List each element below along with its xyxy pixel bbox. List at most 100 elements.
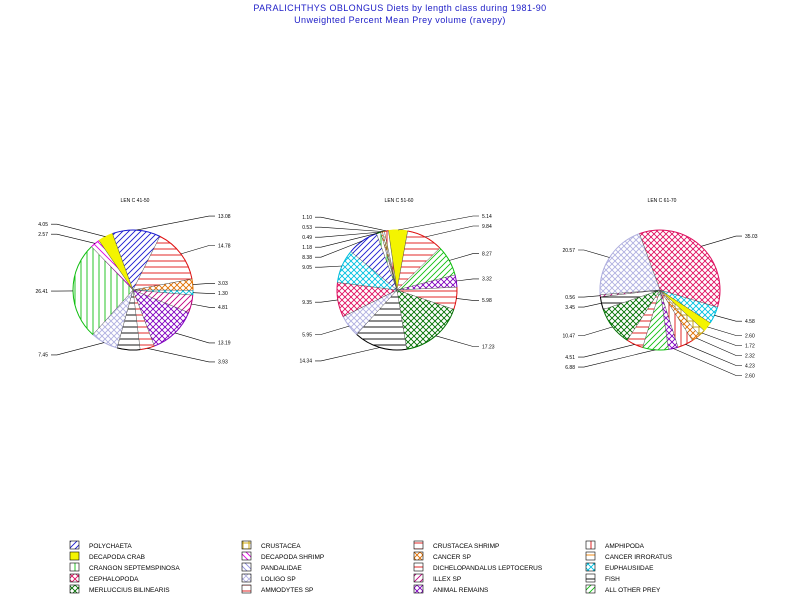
legend-label: CANCER SP bbox=[433, 554, 471, 561]
callout-line bbox=[191, 303, 215, 308]
callout-line bbox=[315, 299, 338, 303]
callout-line bbox=[315, 347, 380, 362]
callout-line bbox=[456, 298, 479, 301]
legend-swatch bbox=[69, 573, 80, 583]
data-label: 5.95 bbox=[302, 332, 312, 338]
data-label: 8.27 bbox=[482, 251, 492, 257]
data-label: 14.78 bbox=[218, 243, 231, 249]
data-label: 3.32 bbox=[482, 277, 492, 283]
callout-line bbox=[192, 292, 215, 294]
legend-swatch bbox=[241, 551, 252, 561]
pie-slice-rim bbox=[639, 229, 721, 308]
pie-slice-rim bbox=[602, 309, 628, 341]
callout-line bbox=[701, 235, 742, 247]
data-label: 2.57 bbox=[38, 232, 48, 238]
callout-line bbox=[714, 315, 742, 322]
legend-item-loligo-sp: LOLIGO SP bbox=[241, 573, 296, 583]
callout-line bbox=[578, 349, 656, 368]
legend-label: CRUSTACEA bbox=[261, 543, 301, 550]
legend-label: EUPHAUSIIDAE bbox=[605, 565, 654, 572]
pie-slice-rim bbox=[642, 346, 669, 351]
pie-slice-rim bbox=[154, 312, 190, 347]
data-label: 4.51 bbox=[565, 355, 575, 361]
callout-line bbox=[456, 278, 479, 282]
pie-slice-rim bbox=[159, 235, 193, 280]
data-label: 4.23 bbox=[745, 363, 755, 369]
callout-line bbox=[51, 223, 106, 237]
legend-swatch bbox=[241, 573, 252, 583]
legend-item-crustacea-shrimp: CRUSTACEA SHRIMP bbox=[413, 540, 499, 550]
data-label: 4.81 bbox=[218, 305, 228, 311]
legend-swatch bbox=[585, 540, 596, 550]
data-label: 4.58 bbox=[745, 319, 755, 325]
legend-swatch bbox=[585, 551, 596, 561]
data-label: 0.53 bbox=[302, 225, 312, 231]
callout-line bbox=[425, 225, 479, 238]
legend-item-dichelopandalus-leptocerus: DICHELOPANDALUS LEPTOCERUS bbox=[413, 562, 543, 572]
data-label: 4.05 bbox=[38, 222, 48, 228]
legend-swatch bbox=[241, 562, 252, 572]
data-label: 35.03 bbox=[745, 234, 758, 240]
callout-line bbox=[701, 332, 742, 346]
chart-title: PARALICHTHYS OBLONGUS Diets by length cl… bbox=[253, 3, 547, 13]
callout-line bbox=[398, 215, 479, 231]
pie-slice-rim bbox=[406, 309, 455, 350]
data-label: 6.88 bbox=[565, 365, 575, 371]
pie-title: LEN C 41-50 bbox=[121, 198, 150, 204]
data-label: 17.23 bbox=[482, 344, 495, 350]
pie-slice-rim bbox=[356, 334, 407, 351]
legend-label: ANIMAL REMAINS bbox=[433, 587, 489, 594]
legend-swatch bbox=[413, 562, 424, 572]
data-label: 0.49 bbox=[302, 235, 312, 241]
legend-item-pandalidae: PANDALIDAE bbox=[241, 562, 302, 572]
callout-line bbox=[51, 342, 105, 356]
pie-slice-rim bbox=[599, 233, 640, 295]
legend-swatch bbox=[413, 540, 424, 550]
legend-item-illex-sp: ILLEX SP bbox=[413, 573, 461, 583]
legend-item-amphipoda: AMPHIPODA bbox=[585, 540, 645, 550]
callout-line bbox=[315, 325, 350, 335]
legend-item-merluccius-bilinearis: MERLUCCIUS BILINEARIS bbox=[69, 584, 170, 594]
callout-line bbox=[578, 249, 610, 258]
data-label: 3.93 bbox=[218, 360, 228, 366]
data-label: 8.38 bbox=[302, 255, 312, 261]
legend-swatch bbox=[241, 584, 252, 594]
data-label: 2.60 bbox=[745, 373, 755, 379]
data-label: 14.34 bbox=[299, 359, 312, 365]
legend-label: DECAPODA CRAB bbox=[89, 554, 145, 561]
legend-swatch bbox=[585, 562, 596, 572]
data-label: 10.47 bbox=[562, 333, 575, 339]
data-label: 3.45 bbox=[565, 305, 575, 311]
pie-title: LEN C 61-70 bbox=[648, 198, 677, 204]
data-label: 0.56 bbox=[565, 295, 575, 301]
pie-chart-2: LEN C 51-60 5.14 9.84 8.27 3.32 5.98 17.23 1.10… bbox=[299, 198, 494, 365]
callout-line bbox=[315, 226, 384, 232]
callout-line bbox=[192, 283, 215, 285]
pie-slice-rim bbox=[92, 334, 118, 349]
callout-line bbox=[315, 232, 379, 248]
legend-swatch bbox=[585, 584, 596, 594]
legend-item-cancer-irroratus: CANCER IRRORATUS bbox=[585, 551, 673, 561]
legend-item-fish: FISH bbox=[585, 573, 620, 583]
legend-item-euphausiidae: EUPHAUSIIDAE bbox=[585, 562, 654, 572]
legend-label: DECAPODA SHRIMP bbox=[261, 554, 324, 561]
legend-label: MERLUCCIUS BILINEARIS bbox=[89, 587, 170, 594]
legend-item-polychaeta: POLYCHAETA bbox=[69, 540, 132, 550]
data-label: 1.18 bbox=[302, 245, 312, 251]
data-label: 1.30 bbox=[218, 291, 228, 297]
legend-label: CANCER IRRORATUS bbox=[605, 554, 673, 561]
callout-line bbox=[695, 337, 742, 356]
legend-swatch bbox=[69, 540, 80, 550]
callout-line bbox=[315, 216, 387, 232]
legend-item-decapoda-shrimp: DECAPODA SHRIMP bbox=[241, 551, 324, 561]
legend-item-crangon-septemspinosa: CRANGON SEPTEMSPINOSA bbox=[69, 562, 180, 572]
callout-line bbox=[673, 348, 742, 376]
legend-swatch bbox=[413, 551, 424, 561]
legend-label: AMPHIPODA bbox=[605, 543, 645, 550]
data-label: 13.19 bbox=[218, 341, 231, 347]
data-label: 1.10 bbox=[302, 215, 312, 221]
callout-line bbox=[147, 348, 215, 363]
data-label: 5.98 bbox=[482, 298, 492, 304]
pie-slice-rim bbox=[350, 233, 377, 252]
